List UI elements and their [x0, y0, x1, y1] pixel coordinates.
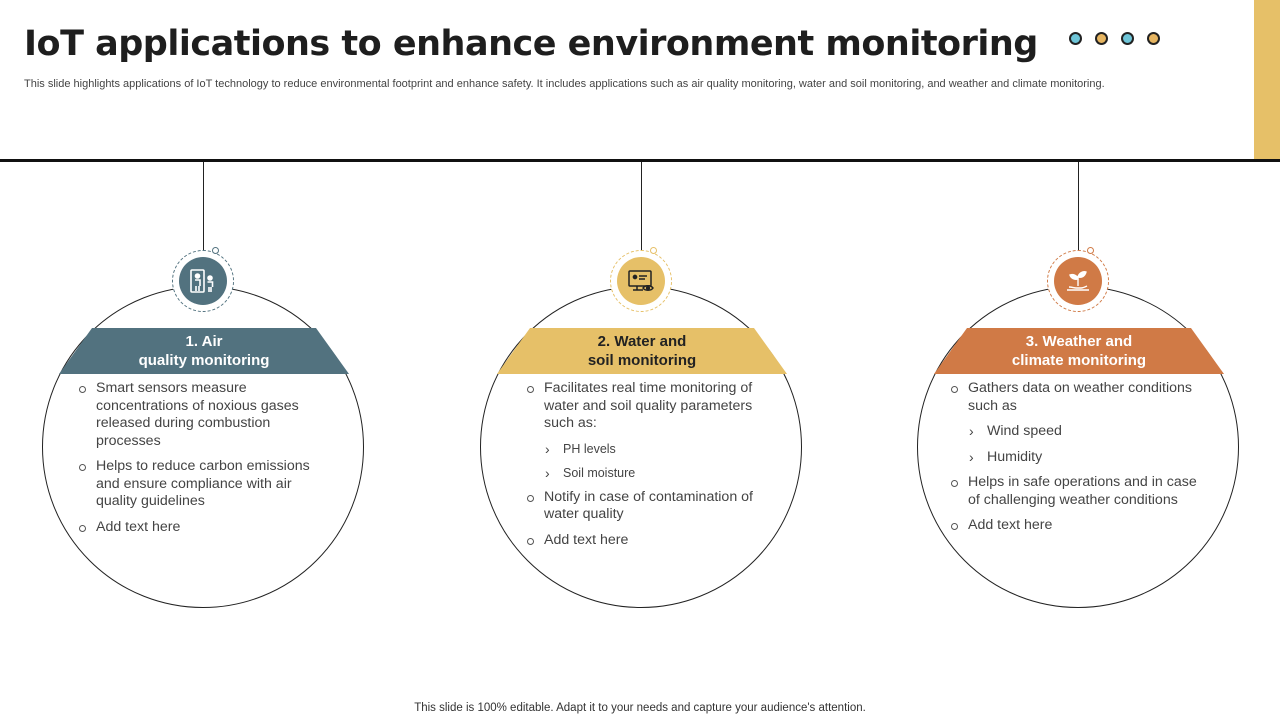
card-air-quality: 1. Air quality monitoring Smart sensors … [42, 162, 366, 608]
connector-line [641, 162, 642, 250]
plant-hand-icon [1054, 257, 1102, 305]
bullet-list: Gathers data on weather conditions such … [950, 380, 1212, 543]
list-item: Smart sensors measure concentrations of … [78, 380, 328, 450]
decorative-dots [1069, 32, 1160, 45]
icon-ring [1047, 247, 1109, 312]
list-item: Facilitates real time monitoring of wate… [526, 380, 776, 433]
list-subitem: Wind speed [950, 423, 1212, 441]
card-title-line1: 3. Weather and [1025, 333, 1133, 350]
list-subitem: PH levels [526, 441, 776, 457]
slide-subtitle: This slide highlights applications of Io… [24, 78, 1105, 90]
list-item: Gathers data on weather conditions such … [950, 380, 1212, 415]
card-title-line2: quality monitoring [138, 352, 270, 369]
card-title-line1: 2. Water and [597, 333, 687, 350]
slide-title: IoT applications to enhance environment … [24, 24, 1038, 64]
card-title-line2: climate monitoring [1011, 352, 1147, 369]
icon-ring [172, 247, 234, 312]
card-title-line2: soil monitoring [587, 352, 697, 369]
list-subitem: Soil moisture [526, 465, 776, 481]
footer-note: This slide is 100% editable. Adapt it to… [414, 702, 866, 714]
dot-gold [1095, 32, 1108, 45]
dot-blue-2 [1121, 32, 1134, 45]
card-title-band: 3. Weather and climate monitoring [934, 328, 1224, 374]
list-item: Helps in safe operations and in case of … [950, 474, 1212, 509]
card-title-line1: 1. Air [185, 333, 223, 350]
list-item: Helps to reduce carbon emissions and ens… [78, 458, 328, 511]
dot-gold-2 [1147, 32, 1160, 45]
list-item: Notify in case of contamination of water… [526, 489, 776, 524]
person-scanner-icon [179, 257, 227, 305]
header-divider [0, 159, 1280, 162]
card-title-band: 2. Water and soil monitoring [497, 328, 787, 374]
connector-line [203, 162, 204, 250]
card-water-soil: 2. Water and soil monitoring Facilitates… [480, 162, 804, 608]
dot-blue [1069, 32, 1082, 45]
list-item: Add text here [78, 519, 328, 537]
connector-line [1078, 162, 1079, 250]
side-accent-bar [1254, 0, 1280, 160]
list-item: Add text here [526, 532, 776, 550]
list-subitem: Humidity [950, 449, 1212, 467]
monitor-eye-icon [617, 257, 665, 305]
card-weather-climate: 3. Weather and climate monitoring Gather… [917, 162, 1241, 608]
bullet-list: Smart sensors measure concentrations of … [78, 380, 328, 544]
list-item: Add text here [950, 517, 1212, 535]
icon-ring [610, 247, 672, 312]
card-title-band: 1. Air quality monitoring [59, 328, 349, 374]
bullet-list: Facilitates real time monitoring of wate… [526, 380, 776, 557]
